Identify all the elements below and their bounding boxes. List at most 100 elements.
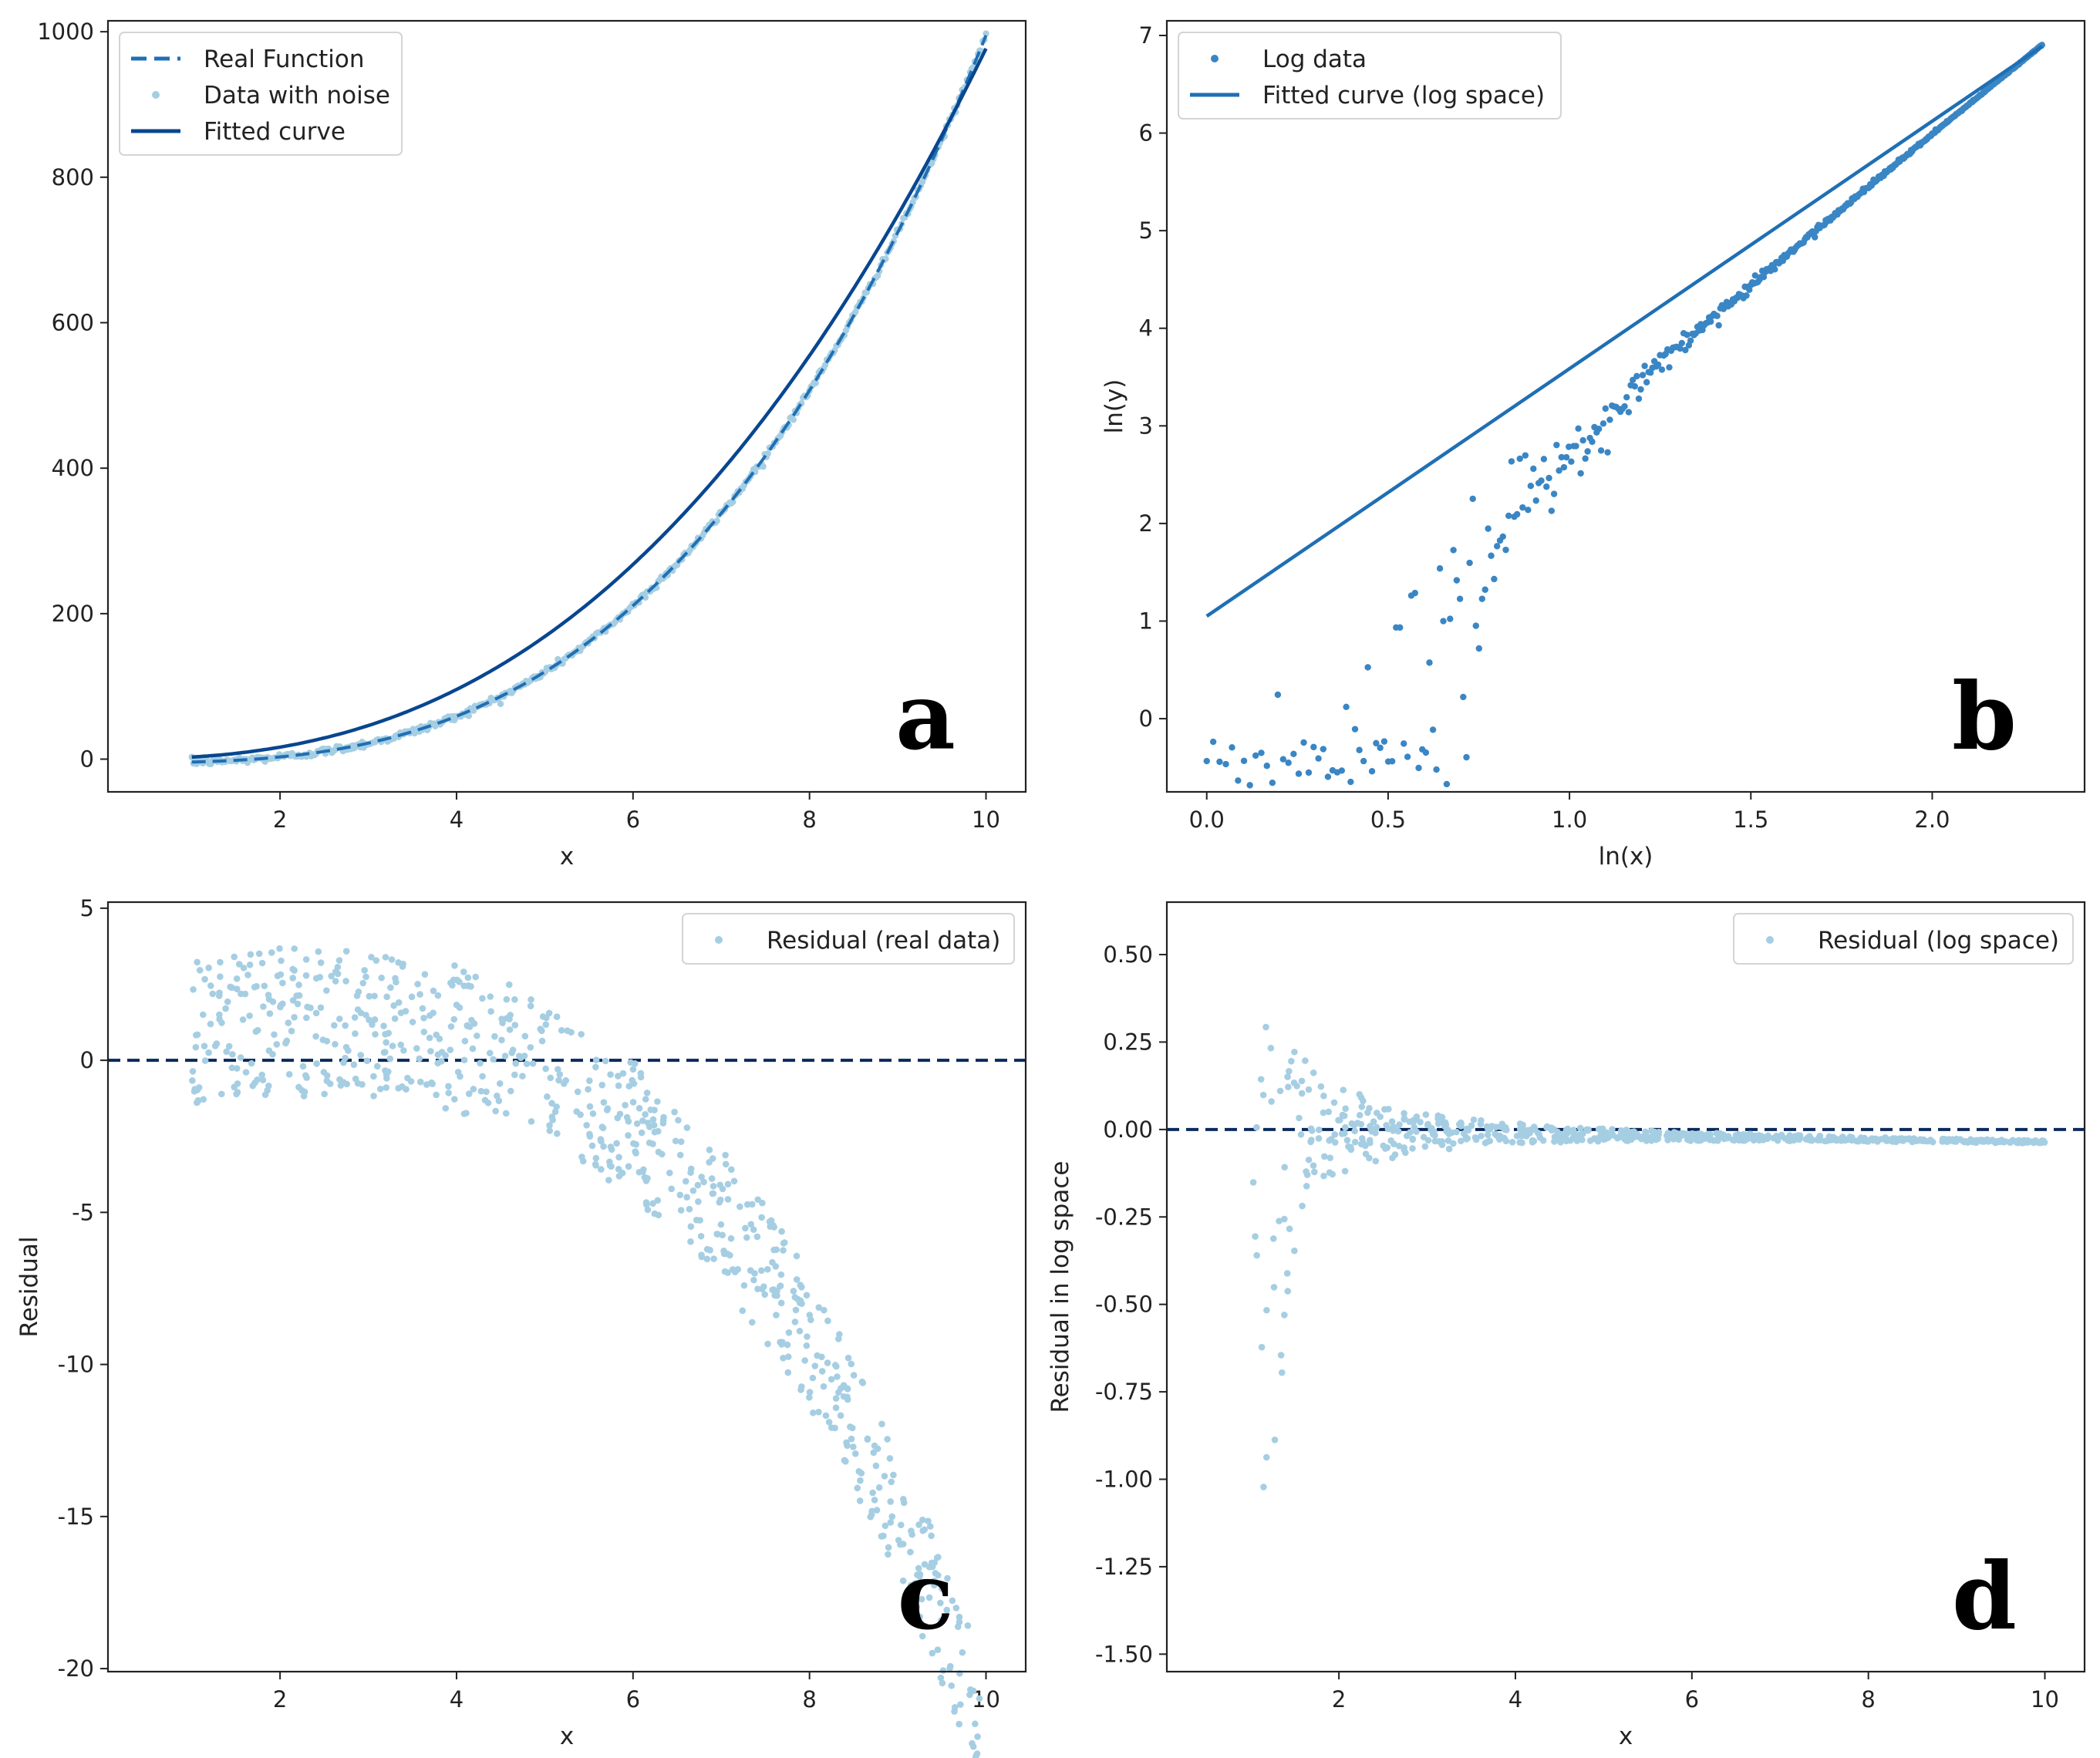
log-data-point xyxy=(1643,379,1650,386)
residual-point xyxy=(295,992,303,999)
log-residual-point xyxy=(1310,1162,1317,1169)
log-residual-point xyxy=(1297,1131,1305,1138)
residual-point xyxy=(342,1043,350,1051)
residual-point xyxy=(951,1708,958,1715)
log-residual-point xyxy=(1281,1164,1289,1171)
residual-point xyxy=(847,1423,854,1430)
log-data-point xyxy=(1623,393,1630,401)
log-residual-point xyxy=(1675,1133,1682,1141)
log-data-point xyxy=(1290,750,1297,758)
residual-point xyxy=(938,1617,945,1624)
residual-point xyxy=(881,1473,888,1480)
log-residual-point xyxy=(1508,1139,1516,1146)
residual-point xyxy=(844,1386,851,1393)
residual-point xyxy=(391,1015,399,1022)
residual-point xyxy=(743,1201,751,1208)
panel-a: 2 4 6 8 10 0 200 400 600 800 1000 x Real Function Dat… xyxy=(37,19,1027,871)
log-data-point xyxy=(1751,272,1759,279)
residual-point xyxy=(672,1137,679,1145)
residual-point xyxy=(199,1011,207,1019)
residual-point xyxy=(592,1154,600,1162)
residual-point xyxy=(806,1393,813,1401)
residual-point xyxy=(447,1046,454,1053)
residual-point xyxy=(599,1124,607,1132)
log-data-point xyxy=(1760,274,1768,281)
residual-point xyxy=(976,1695,983,1702)
residual-point xyxy=(644,1206,652,1214)
residual-point xyxy=(900,1499,908,1507)
residual-point xyxy=(613,1140,620,1147)
residual-point xyxy=(240,964,248,972)
residual-point xyxy=(201,1057,209,1064)
residual-point xyxy=(597,1136,605,1143)
panel-label: c xyxy=(897,1542,953,1651)
residual-point xyxy=(190,1088,198,1095)
log-residual-point xyxy=(1586,1137,1594,1144)
residual-point xyxy=(414,980,421,988)
log-residual-point xyxy=(1562,1136,1569,1143)
x-tick-label: 4 xyxy=(1508,1686,1522,1713)
log-data-point xyxy=(1584,448,1591,455)
residual-point xyxy=(464,974,472,982)
log-data-point xyxy=(1411,589,1418,597)
log-residual-point xyxy=(1310,1069,1317,1076)
residual-point xyxy=(209,990,217,998)
residual-point xyxy=(395,999,403,1006)
log-residual-point xyxy=(1929,1138,1937,1146)
residual-point xyxy=(519,1073,526,1079)
residual-point xyxy=(426,1034,433,1042)
residual-point xyxy=(189,1077,196,1084)
log-residual-point xyxy=(1977,1137,1985,1144)
log-residual-point xyxy=(1734,1130,1742,1138)
residual-point xyxy=(231,953,238,961)
log-residual-point xyxy=(1276,1217,1283,1224)
residual-point xyxy=(335,1015,343,1022)
log-data-point xyxy=(1320,746,1327,753)
residual-point xyxy=(451,1096,458,1103)
log-data-point xyxy=(1714,312,1721,319)
residual-point xyxy=(643,1089,651,1096)
residual-point xyxy=(824,1317,831,1325)
noise-data-point xyxy=(730,498,737,506)
residual-point xyxy=(759,1199,766,1207)
log-residual-point xyxy=(1356,1091,1363,1098)
residual-point xyxy=(925,1594,933,1601)
y-tick-label: -20 xyxy=(58,1655,94,1682)
residual-point xyxy=(371,992,378,1000)
legend: Residual (real data) xyxy=(682,913,1015,965)
log-data-point xyxy=(1635,395,1643,402)
residual-point xyxy=(501,1052,509,1059)
residual-point xyxy=(201,975,208,983)
log-residual-point xyxy=(1864,1138,1872,1145)
residual-point xyxy=(649,1116,657,1123)
residual-point xyxy=(332,968,339,975)
residual-point xyxy=(754,1285,761,1292)
log-residual-point xyxy=(1370,1118,1377,1125)
log-residual-point xyxy=(1445,1145,1453,1153)
log-residual-point xyxy=(1714,1137,1721,1144)
log-data-point xyxy=(1472,622,1479,629)
residual-point xyxy=(460,982,468,989)
x-axis-label: x xyxy=(1619,1723,1633,1750)
residual-point xyxy=(921,1561,929,1568)
residual-point xyxy=(791,1294,799,1301)
log-data-point xyxy=(1568,458,1575,465)
residual-point xyxy=(832,1404,840,1412)
residual-point xyxy=(216,1015,223,1023)
residual-point xyxy=(420,1015,427,1022)
residual-point xyxy=(423,1081,430,1088)
log-residual-point xyxy=(1424,1121,1431,1129)
residual-point xyxy=(217,973,224,981)
log-residual-point xyxy=(1299,1202,1306,1210)
residual-point xyxy=(837,1412,844,1420)
log-residual-point xyxy=(1321,1153,1328,1160)
log-data-point xyxy=(1538,477,1545,484)
log-residual-point xyxy=(1372,1157,1380,1165)
residual-point xyxy=(254,1026,261,1034)
log-residual-point xyxy=(1633,1130,1640,1138)
log-data-point xyxy=(1222,760,1229,768)
log-residual-point xyxy=(1655,1128,1663,1136)
residual-point xyxy=(784,1353,792,1360)
residual-point xyxy=(720,1248,727,1255)
log-residual-point xyxy=(1308,1127,1316,1134)
